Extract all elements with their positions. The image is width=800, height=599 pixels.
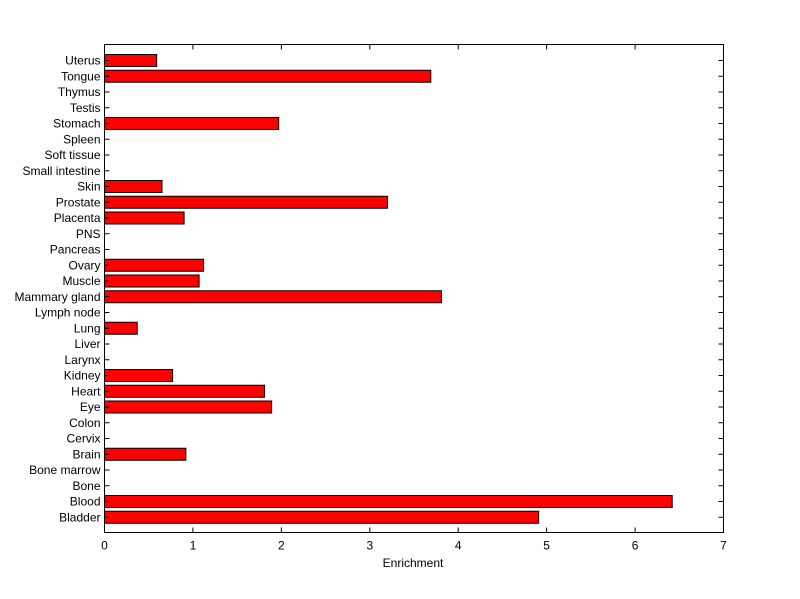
y-tick-label: Muscle bbox=[62, 274, 100, 288]
x-axis-label: Enrichment bbox=[383, 556, 444, 570]
y-tick-label: Testis bbox=[70, 101, 101, 115]
bars-group bbox=[104, 54, 673, 524]
y-tick-label: Placenta bbox=[54, 211, 101, 225]
y-tick-label: Soft tissue bbox=[44, 148, 100, 162]
bar-muscle bbox=[104, 274, 200, 288]
plot-frame bbox=[104, 44, 724, 533]
y-tick-label: Eye bbox=[80, 400, 101, 414]
y-tick-label: Bladder bbox=[59, 510, 100, 524]
y-tick-label: PNS bbox=[76, 227, 101, 241]
bar-blood bbox=[104, 495, 673, 508]
y-tick-label: Brain bbox=[72, 447, 100, 461]
x-tick-label: 3 bbox=[366, 539, 373, 553]
bar-stomach bbox=[104, 117, 280, 130]
y-tick-label: Thymus bbox=[58, 85, 101, 99]
x-tick-label: 2 bbox=[278, 539, 285, 553]
bar-kidney bbox=[104, 369, 174, 382]
y-tick-label: Small intestine bbox=[22, 164, 100, 178]
y-tick-label: Liver bbox=[74, 337, 100, 351]
y-tick-label: Tongue bbox=[61, 69, 101, 83]
y-tick-label: Larynx bbox=[64, 353, 100, 367]
x-tick-label: 5 bbox=[543, 539, 550, 553]
y-tick-label: Prostate bbox=[56, 195, 101, 209]
bar-placenta bbox=[104, 211, 185, 225]
y-tick-label: Ovary bbox=[68, 258, 100, 272]
bar-ovary bbox=[104, 258, 205, 272]
y-tick-label: Kidney bbox=[64, 369, 101, 383]
bar-mammary-gland bbox=[104, 290, 442, 304]
y-tick-label: Colon bbox=[69, 416, 100, 430]
y-tick-label: Heart bbox=[71, 384, 101, 398]
y-tick-label: Bone bbox=[72, 479, 100, 493]
y-tick-label: Stomach bbox=[53, 117, 100, 131]
ticks-group bbox=[104, 44, 724, 533]
bar-prostate bbox=[104, 195, 388, 209]
bar-heart bbox=[104, 384, 266, 398]
bar-uterus bbox=[104, 54, 158, 67]
y-tick-label: Mammary gland bbox=[14, 290, 100, 304]
x-tick-label: 0 bbox=[101, 539, 108, 553]
y-tick-label: Lymph node bbox=[35, 306, 101, 320]
y-tick-label: Spleen bbox=[63, 132, 100, 146]
y-tick-label: Bone marrow bbox=[29, 463, 101, 477]
y-tick-label: Lung bbox=[74, 321, 101, 335]
x-tick-label: 6 bbox=[632, 539, 639, 553]
bar-eye bbox=[104, 400, 273, 414]
bar-brain bbox=[104, 447, 187, 461]
x-tick-label: 4 bbox=[455, 539, 462, 553]
y-tick-label: Blood bbox=[70, 495, 101, 509]
y-tick-label: Cervix bbox=[66, 432, 100, 446]
y-tick-label: Uterus bbox=[65, 54, 100, 68]
y-tick-label: Pancreas bbox=[50, 243, 101, 257]
y-tick-label: Skin bbox=[77, 180, 100, 194]
bar-tongue bbox=[104, 69, 432, 83]
bar-skin bbox=[104, 180, 163, 193]
x-tick-label: 1 bbox=[190, 539, 197, 553]
bar-bladder bbox=[104, 510, 540, 524]
x-tick-label: 7 bbox=[720, 539, 727, 553]
